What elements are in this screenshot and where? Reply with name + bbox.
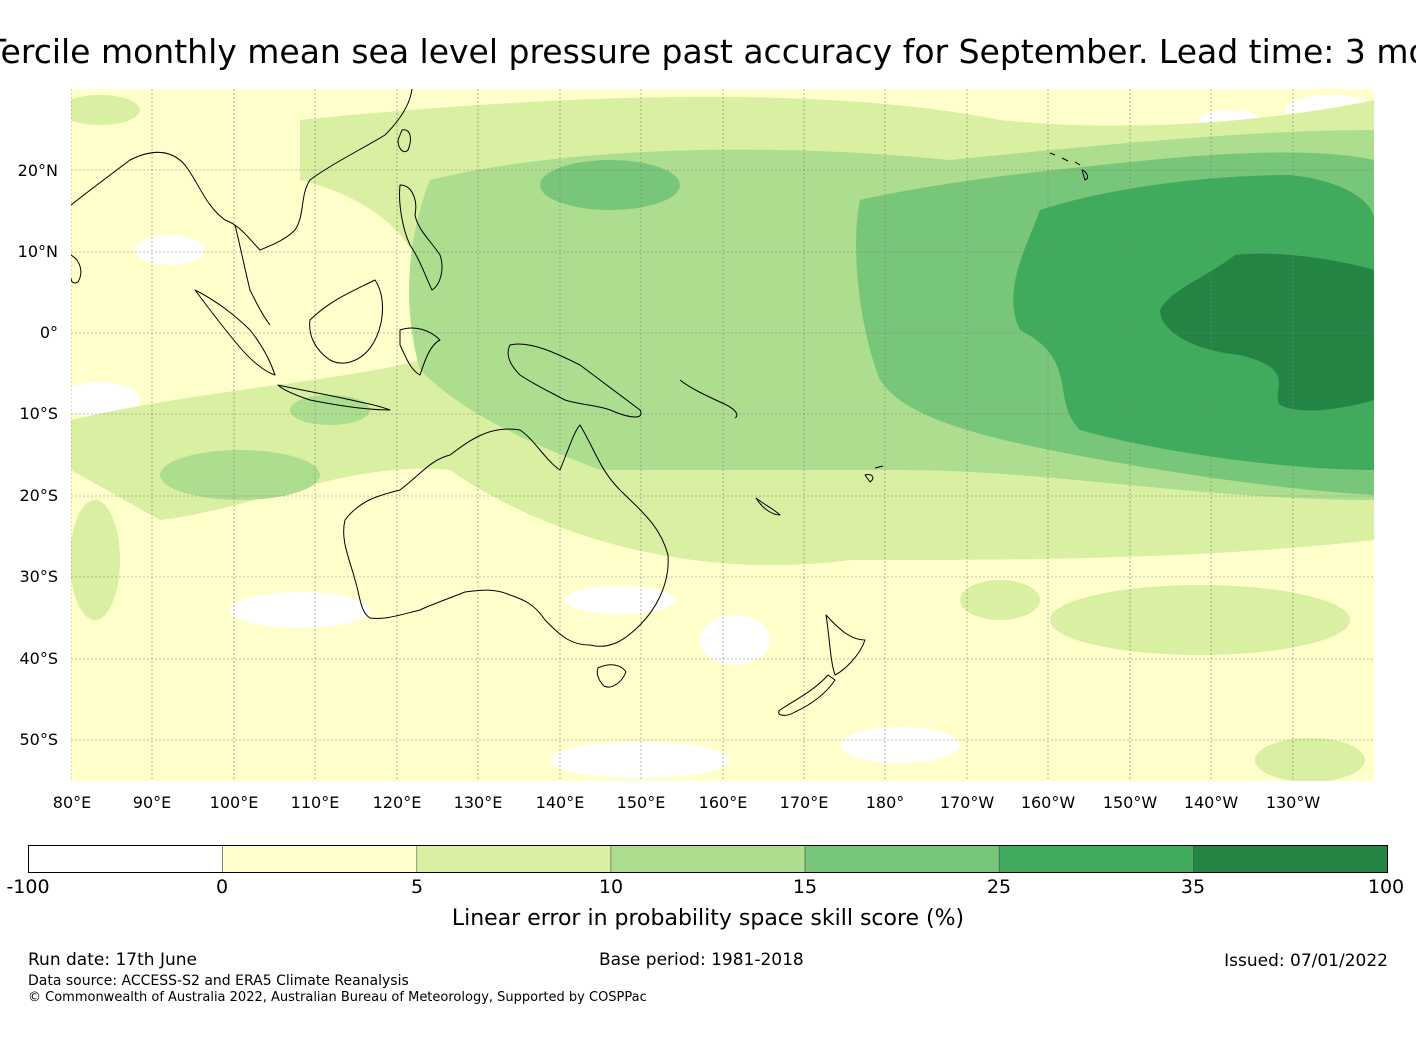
data-source: Data source: ACCESS-S2 and ERA5 Climate … bbox=[28, 973, 409, 989]
lon-label: 160°W bbox=[1020, 793, 1076, 812]
coastlines bbox=[71, 89, 1089, 716]
coast-taiwan bbox=[397, 129, 411, 153]
coast-mainland-asia bbox=[71, 89, 413, 326]
skill-band-35-100 bbox=[1160, 253, 1374, 411]
lon-label: 140°E bbox=[535, 793, 585, 812]
lat-label: 20°S bbox=[19, 486, 58, 505]
lon-label: 180° bbox=[865, 793, 905, 812]
colorbar-cell bbox=[610, 845, 806, 873]
colorbar-tick-label: 5 bbox=[410, 876, 424, 898]
lon-label: 120°E bbox=[372, 793, 422, 812]
map-title: Tercile monthly mean sea level pressure … bbox=[0, 32, 1416, 71]
lat-label: 20°N bbox=[17, 161, 58, 180]
coast-new-guinea bbox=[507, 343, 642, 418]
lon-label: 140°W bbox=[1183, 793, 1239, 812]
colorbar-title: Linear error in probability space skill … bbox=[451, 906, 965, 931]
coast-tasmania bbox=[596, 664, 627, 688]
coast-borneo bbox=[309, 279, 383, 364]
coast-sulawesi bbox=[399, 327, 441, 376]
colorbar-tick-label: 35 bbox=[1180, 876, 1206, 898]
colorbar-tick-label: 10 bbox=[598, 876, 624, 898]
coast-fiji bbox=[864, 465, 884, 483]
coast-sumatra bbox=[194, 289, 276, 376]
base-period: Base period: 1981-2018 bbox=[599, 950, 804, 970]
copyright: © Commonwealth of Australia 2022, Austra… bbox=[28, 990, 647, 1005]
coast-new-zealand-north bbox=[825, 614, 866, 676]
colorbar-cell bbox=[416, 845, 612, 873]
lon-label: 150°W bbox=[1102, 793, 1158, 812]
run-date: Run date: 17th June bbox=[28, 950, 197, 970]
coast-hawaii bbox=[1049, 152, 1089, 181]
lon-label: 160°E bbox=[698, 793, 748, 812]
colorbar-tick-label: 0 bbox=[215, 876, 229, 898]
lat-label: 40°S bbox=[19, 649, 58, 668]
lon-label: 80°E bbox=[52, 793, 92, 812]
lon-label: 170°E bbox=[779, 793, 829, 812]
lon-label: 110°E bbox=[290, 793, 340, 812]
colorbar-tick-label: 100 bbox=[1367, 876, 1405, 898]
lat-label: 50°S bbox=[19, 730, 58, 749]
lat-label: 10°S bbox=[19, 404, 58, 423]
colorbar-cell bbox=[222, 845, 418, 873]
colorbar-cell bbox=[804, 845, 1000, 873]
lon-label: 170°W bbox=[939, 793, 995, 812]
coast-philippines bbox=[399, 184, 443, 291]
colorbar-cell bbox=[998, 845, 1194, 873]
coast-new-caledonia bbox=[755, 497, 781, 516]
colorbar-cell bbox=[1193, 845, 1388, 873]
lat-label: 10°N bbox=[17, 242, 58, 261]
colorbar-tick-label: 15 bbox=[792, 876, 818, 898]
coast-java bbox=[277, 384, 391, 411]
lon-label: 100°E bbox=[209, 793, 259, 812]
lat-label: 30°S bbox=[19, 567, 58, 586]
skill-map bbox=[71, 89, 1374, 781]
colorbar-cell bbox=[28, 845, 223, 873]
lon-label: 90°E bbox=[132, 793, 172, 812]
colorbar bbox=[28, 845, 1388, 873]
colorbar-tick-label: -100 bbox=[6, 876, 50, 898]
issued-date: Issued: 07/01/2022 bbox=[1224, 951, 1388, 971]
lon-label: 130°E bbox=[453, 793, 503, 812]
lon-label: 150°E bbox=[616, 793, 666, 812]
coast-australia bbox=[343, 424, 669, 647]
lat-label: 0° bbox=[39, 323, 58, 342]
lon-label: 130°W bbox=[1265, 793, 1321, 812]
coast-sri-lanka bbox=[71, 254, 82, 284]
graticule bbox=[71, 89, 1374, 781]
coast-solomons bbox=[679, 379, 738, 419]
colorbar-tick-label: 25 bbox=[986, 876, 1012, 898]
coast-new-zealand-south bbox=[778, 674, 836, 716]
